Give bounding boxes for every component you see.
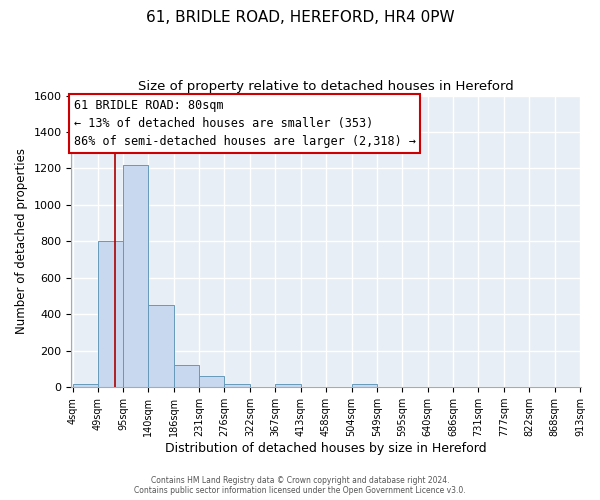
Text: 61, BRIDLE ROAD, HEREFORD, HR4 0PW: 61, BRIDLE ROAD, HEREFORD, HR4 0PW	[146, 10, 454, 25]
Bar	[174, 366, 199, 387]
Y-axis label: Number of detached properties: Number of detached properties	[15, 148, 28, 334]
Bar	[73, 384, 98, 387]
X-axis label: Distribution of detached houses by size in Hereford: Distribution of detached houses by size …	[166, 442, 487, 455]
Bar	[352, 384, 377, 387]
Bar	[275, 384, 301, 387]
Bar	[98, 242, 124, 387]
Text: Contains HM Land Registry data © Crown copyright and database right 2024.
Contai: Contains HM Land Registry data © Crown c…	[134, 476, 466, 495]
Title: Size of property relative to detached houses in Hereford: Size of property relative to detached ho…	[139, 80, 514, 93]
Text: 61 BRIDLE ROAD: 80sqm
← 13% of detached houses are smaller (353)
86% of semi-det: 61 BRIDLE ROAD: 80sqm ← 13% of detached …	[74, 99, 416, 148]
Bar	[124, 165, 148, 387]
Bar	[199, 376, 224, 387]
Bar	[224, 384, 250, 387]
Bar	[148, 305, 174, 387]
